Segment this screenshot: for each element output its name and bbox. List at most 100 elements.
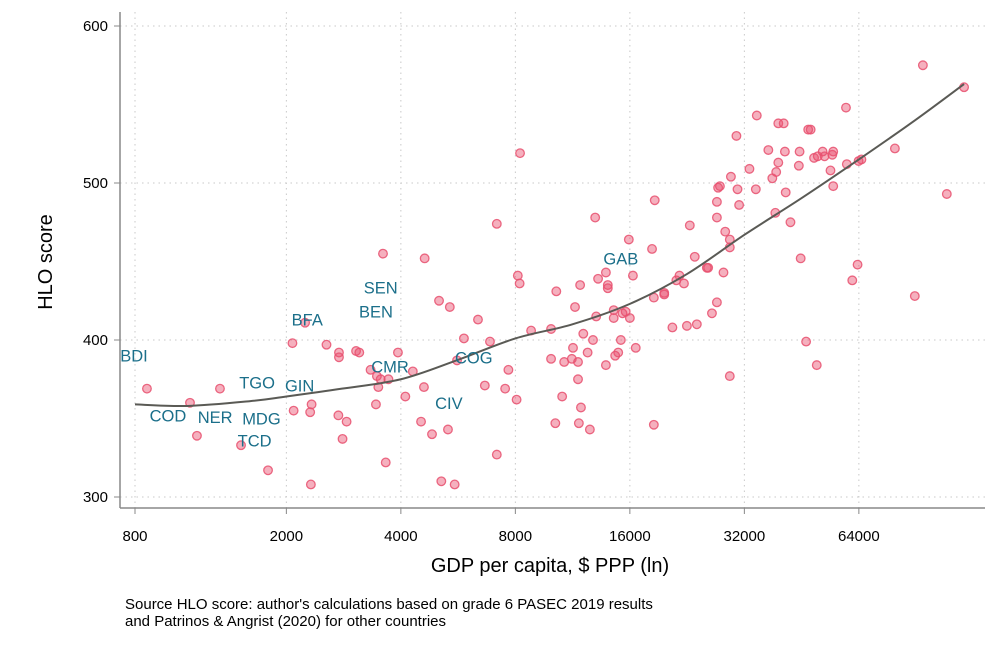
data-point bbox=[718, 267, 729, 278]
data-point bbox=[689, 251, 700, 262]
country-label: GIN bbox=[285, 378, 314, 396]
data-point bbox=[514, 278, 525, 289]
data-point bbox=[458, 333, 469, 344]
data-point bbox=[941, 189, 952, 199]
country-label: COG bbox=[455, 349, 493, 367]
data-point bbox=[600, 360, 611, 371]
data-point bbox=[720, 226, 731, 237]
data-point bbox=[649, 195, 660, 206]
data-point bbox=[602, 280, 613, 291]
data-point bbox=[436, 476, 447, 487]
data-point bbox=[473, 314, 483, 325]
data-point bbox=[711, 212, 722, 223]
data-point bbox=[568, 342, 578, 353]
data-point bbox=[600, 267, 611, 278]
data-point bbox=[550, 418, 561, 429]
country-labels: BDI TGO GIN COD NER MDG TCD BFA SEN BEN CMR COG CIV G… bbox=[120, 250, 638, 450]
data-point bbox=[427, 429, 437, 440]
data-point bbox=[659, 289, 670, 300]
data-point bbox=[419, 253, 430, 264]
data-point bbox=[615, 335, 626, 345]
y-tick-label: 500 bbox=[83, 175, 108, 192]
country-label: CMR bbox=[371, 359, 409, 377]
data-points bbox=[141, 60, 970, 490]
data-point bbox=[779, 146, 790, 157]
data-point bbox=[780, 187, 791, 198]
data-point bbox=[557, 391, 568, 402]
data-point bbox=[512, 270, 523, 281]
y-tick-label: 600 bbox=[83, 18, 108, 35]
x-axis-title: GDP per capita, $ PPP (ln) bbox=[431, 555, 669, 577]
data-point bbox=[354, 347, 365, 358]
data-point bbox=[341, 416, 352, 427]
country-label: TCD bbox=[238, 432, 272, 450]
data-point bbox=[624, 313, 635, 323]
data-point bbox=[773, 157, 784, 168]
data-point bbox=[608, 313, 619, 323]
data-point bbox=[365, 364, 376, 375]
x-tick-label: 2000 bbox=[270, 528, 303, 545]
data-point bbox=[909, 291, 920, 301]
country-label: SEN bbox=[364, 280, 398, 298]
data-point bbox=[648, 419, 659, 430]
data-point bbox=[707, 308, 717, 319]
data-point bbox=[584, 424, 595, 435]
x-tick-label: 4000 bbox=[384, 528, 417, 545]
data-point bbox=[627, 270, 638, 281]
data-point bbox=[416, 416, 426, 427]
data-point bbox=[191, 430, 202, 441]
data-point bbox=[852, 259, 863, 270]
data-point bbox=[551, 286, 562, 297]
data-point bbox=[805, 124, 816, 135]
data-point bbox=[828, 181, 839, 192]
source-note-line-1: Source HLO score: author's calculations … bbox=[125, 596, 653, 613]
data-point bbox=[500, 383, 511, 394]
x-tick-label: 64000 bbox=[838, 528, 880, 545]
data-point bbox=[744, 163, 755, 174]
data-point bbox=[479, 380, 490, 391]
country-label: BEN bbox=[359, 303, 393, 321]
data-point bbox=[546, 353, 557, 364]
data-point bbox=[337, 433, 348, 444]
data-point bbox=[593, 273, 604, 284]
data-point bbox=[711, 196, 722, 207]
y-tick-label: 300 bbox=[83, 489, 108, 506]
data-point bbox=[795, 253, 806, 264]
data-point bbox=[801, 336, 812, 347]
country-label: MDG bbox=[242, 411, 281, 429]
data-point bbox=[573, 418, 584, 429]
data-point bbox=[630, 342, 641, 353]
data-point bbox=[573, 357, 583, 367]
data-point bbox=[785, 217, 796, 228]
data-point bbox=[578, 328, 589, 339]
country-label: BFA bbox=[292, 312, 323, 330]
data-point bbox=[847, 275, 858, 286]
data-point bbox=[321, 339, 332, 350]
data-point bbox=[334, 352, 344, 363]
data-point bbox=[449, 479, 460, 490]
data-point bbox=[491, 218, 502, 229]
data-point bbox=[378, 248, 388, 259]
data-point bbox=[610, 350, 621, 361]
data-point bbox=[588, 335, 598, 345]
tick-labels: 800 2000 4000 8000 16000 32000 64000 300 400 500 6… bbox=[83, 18, 880, 545]
data-point bbox=[582, 347, 593, 358]
y-axis-title: HLO score bbox=[35, 214, 57, 310]
data-point bbox=[485, 336, 495, 347]
data-point bbox=[306, 399, 317, 410]
data-point bbox=[703, 262, 714, 273]
data-point bbox=[817, 146, 828, 157]
data-point bbox=[503, 364, 514, 375]
data-point bbox=[444, 302, 455, 312]
data-point bbox=[300, 317, 311, 328]
data-point bbox=[731, 130, 742, 141]
data-point bbox=[681, 320, 692, 331]
data-point bbox=[725, 171, 736, 182]
data-point bbox=[794, 146, 805, 157]
data-point bbox=[724, 371, 735, 382]
data-point bbox=[288, 405, 299, 416]
data-point bbox=[691, 319, 702, 330]
data-point bbox=[793, 160, 804, 171]
data-point bbox=[418, 382, 429, 393]
data-point bbox=[751, 110, 762, 121]
